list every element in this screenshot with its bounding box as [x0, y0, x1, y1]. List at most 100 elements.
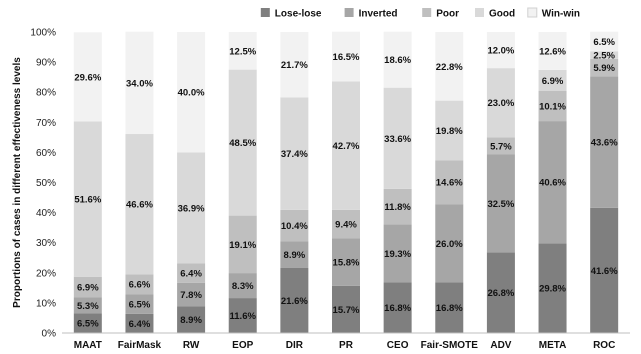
- data-label: 34.0%: [126, 78, 153, 89]
- bar-stack-pr: 15.7% 15.8% 9.4% 42.7% 16.5%: [332, 32, 360, 333]
- data-label: 22.8%: [436, 62, 463, 73]
- y-tick-label: 60%: [36, 148, 56, 159]
- data-label: 10.4%: [281, 221, 308, 232]
- legend-item-inverted: Inverted: [345, 8, 398, 20]
- data-label: 19.3%: [384, 249, 411, 260]
- data-label: 19.1%: [229, 240, 256, 251]
- y-tick-label: 30%: [36, 238, 56, 249]
- bar-stack-maat: 6.5% 5.3% 6.9% 51.6% 29.6%: [74, 32, 102, 333]
- data-label: 8.9%: [180, 315, 202, 326]
- data-label: 6.4%: [180, 269, 202, 280]
- data-label: 14.6%: [436, 178, 463, 189]
- data-label: 8.3%: [232, 281, 254, 292]
- data-label: 51.6%: [74, 195, 101, 206]
- legend-swatch: [422, 8, 431, 17]
- data-label: 43.6%: [591, 138, 618, 149]
- data-label: 42.7%: [333, 141, 360, 152]
- legend-item-lose-lose: Lose-lose: [261, 8, 322, 20]
- x-tick-label: META: [539, 340, 567, 351]
- data-label: 6.9%: [77, 283, 99, 294]
- data-label: 12.6%: [539, 46, 566, 57]
- bar-stack-ceo: 16.8% 19.3% 11.8% 33.6% 18.6%: [384, 32, 412, 333]
- data-label: 18.6%: [384, 55, 411, 66]
- x-tick-label: ROC: [593, 340, 615, 351]
- data-label: 2.5%: [593, 51, 615, 62]
- data-label: 33.6%: [384, 134, 411, 145]
- data-label: 29.6%: [74, 72, 101, 83]
- x-tick-label: EOP: [232, 340, 253, 351]
- data-label: 9.4%: [335, 220, 357, 231]
- data-label: 21.7%: [281, 60, 308, 71]
- data-label: 11.8%: [384, 202, 411, 213]
- data-label: 15.7%: [333, 305, 360, 316]
- bar-stack-fair-smote: 16.8% 26.0% 14.6% 19.8% 22.8%: [435, 32, 463, 333]
- y-axis-label: Proportions of cases in different effect…: [12, 57, 23, 308]
- data-label: 16.8%: [436, 303, 463, 314]
- x-tick-label: RW: [183, 340, 200, 351]
- y-tick-label: 40%: [36, 208, 56, 219]
- bar-stack-eop: 11.6% 8.3% 19.1% 48.5% 12.5%: [229, 32, 257, 333]
- data-label: 16.5%: [333, 52, 360, 63]
- data-label: 36.9%: [178, 203, 205, 214]
- x-tick-label: FairMask: [118, 340, 162, 351]
- data-label: 11.6%: [230, 311, 257, 322]
- x-tick-label: DIR: [286, 340, 304, 351]
- legend: Lose-lose Inverted Poor Good Win-win: [261, 8, 580, 20]
- x-tick-label: ADV: [490, 340, 511, 351]
- bar-stack-fairmask: 6.4% 6.5% 6.6% 46.6% 34.0%: [125, 32, 153, 333]
- y-tick-label: 100%: [30, 28, 56, 39]
- data-label: 37.4%: [281, 149, 308, 160]
- data-label: 23.0%: [487, 98, 514, 109]
- legend-label: Win-win: [542, 9, 580, 20]
- y-tick-label: 90%: [36, 58, 56, 69]
- data-label: 5.9%: [593, 63, 615, 74]
- bars: 6.5% 5.3% 6.9% 51.6% 29.6% 6.4% 6.5% 6.6% 46.6% 3…: [74, 32, 618, 333]
- x-tick-label: Fair-SMOTE: [421, 340, 479, 351]
- data-label: 6.5%: [593, 37, 615, 48]
- y-tick-label: 50%: [36, 178, 56, 189]
- x-tick-label: PR: [339, 340, 354, 351]
- data-label: 26.8%: [487, 288, 514, 299]
- data-label: 6.5%: [129, 299, 151, 310]
- data-label: 16.8%: [384, 303, 411, 314]
- bar-stack-roc: 41.6% 43.6% 5.9%2.5% 6.5%: [590, 32, 618, 333]
- y-tick-label: 0%: [42, 329, 57, 340]
- data-label: 40.0%: [178, 88, 205, 99]
- legend-item-good: Good: [475, 8, 515, 20]
- y-tick-label: 70%: [36, 118, 56, 129]
- legend-swatch: [475, 8, 484, 17]
- data-label: 6.6%: [129, 280, 151, 291]
- y-tick-label: 80%: [36, 88, 56, 99]
- data-label: 19.8%: [436, 126, 463, 137]
- data-label: 32.5%: [487, 199, 514, 210]
- x-tick-label: MAAT: [74, 340, 102, 351]
- data-label: 21.6%: [281, 296, 308, 307]
- data-label: 29.8%: [539, 284, 566, 295]
- y-axis-ticks: 0% 10% 20% 30% 40% 50% 60% 70% 80% 90% 100%: [30, 28, 56, 340]
- data-label: 6.5%: [77, 319, 99, 330]
- data-label: 15.8%: [333, 257, 360, 268]
- data-label: 12.5%: [229, 46, 256, 57]
- data-label: 41.6%: [591, 266, 618, 277]
- y-tick-label: 20%: [36, 268, 56, 279]
- data-label: 46.6%: [126, 200, 153, 211]
- data-label: 5.3%: [77, 301, 99, 312]
- y-tick-label: 10%: [36, 298, 56, 309]
- data-label: 8.9%: [284, 250, 306, 261]
- data-label: 10.1%: [539, 101, 566, 112]
- bar-stack-dir: 21.6% 8.9% 10.4% 37.4% 21.7%: [280, 32, 308, 333]
- bar-stack-rw: 8.9%7.8%6.4%36.9%40.0%: [177, 32, 205, 333]
- legend-label: Lose-lose: [275, 9, 322, 20]
- bar-stack-adv: 26.8% 32.5% 5.7% 23.0% 12.0%: [487, 32, 515, 333]
- legend-label: Inverted: [359, 9, 398, 20]
- data-label: 6.9%: [542, 76, 564, 87]
- legend-item-win-win: Win-win: [528, 8, 580, 20]
- bar-stack-meta: 29.8% 40.6% 10.1% 6.9% 12.6%: [539, 32, 567, 333]
- legend-label: Good: [489, 9, 515, 20]
- data-label: 6.4%: [129, 319, 151, 330]
- legend-item-poor: Poor: [422, 8, 459, 20]
- data-label: 40.6%: [539, 178, 566, 189]
- legend-swatch: [261, 8, 270, 17]
- x-axis-labels: MAAT FairMask RW EOP DIR PR CEO Fair-SMOTE ADV ME…: [74, 340, 616, 351]
